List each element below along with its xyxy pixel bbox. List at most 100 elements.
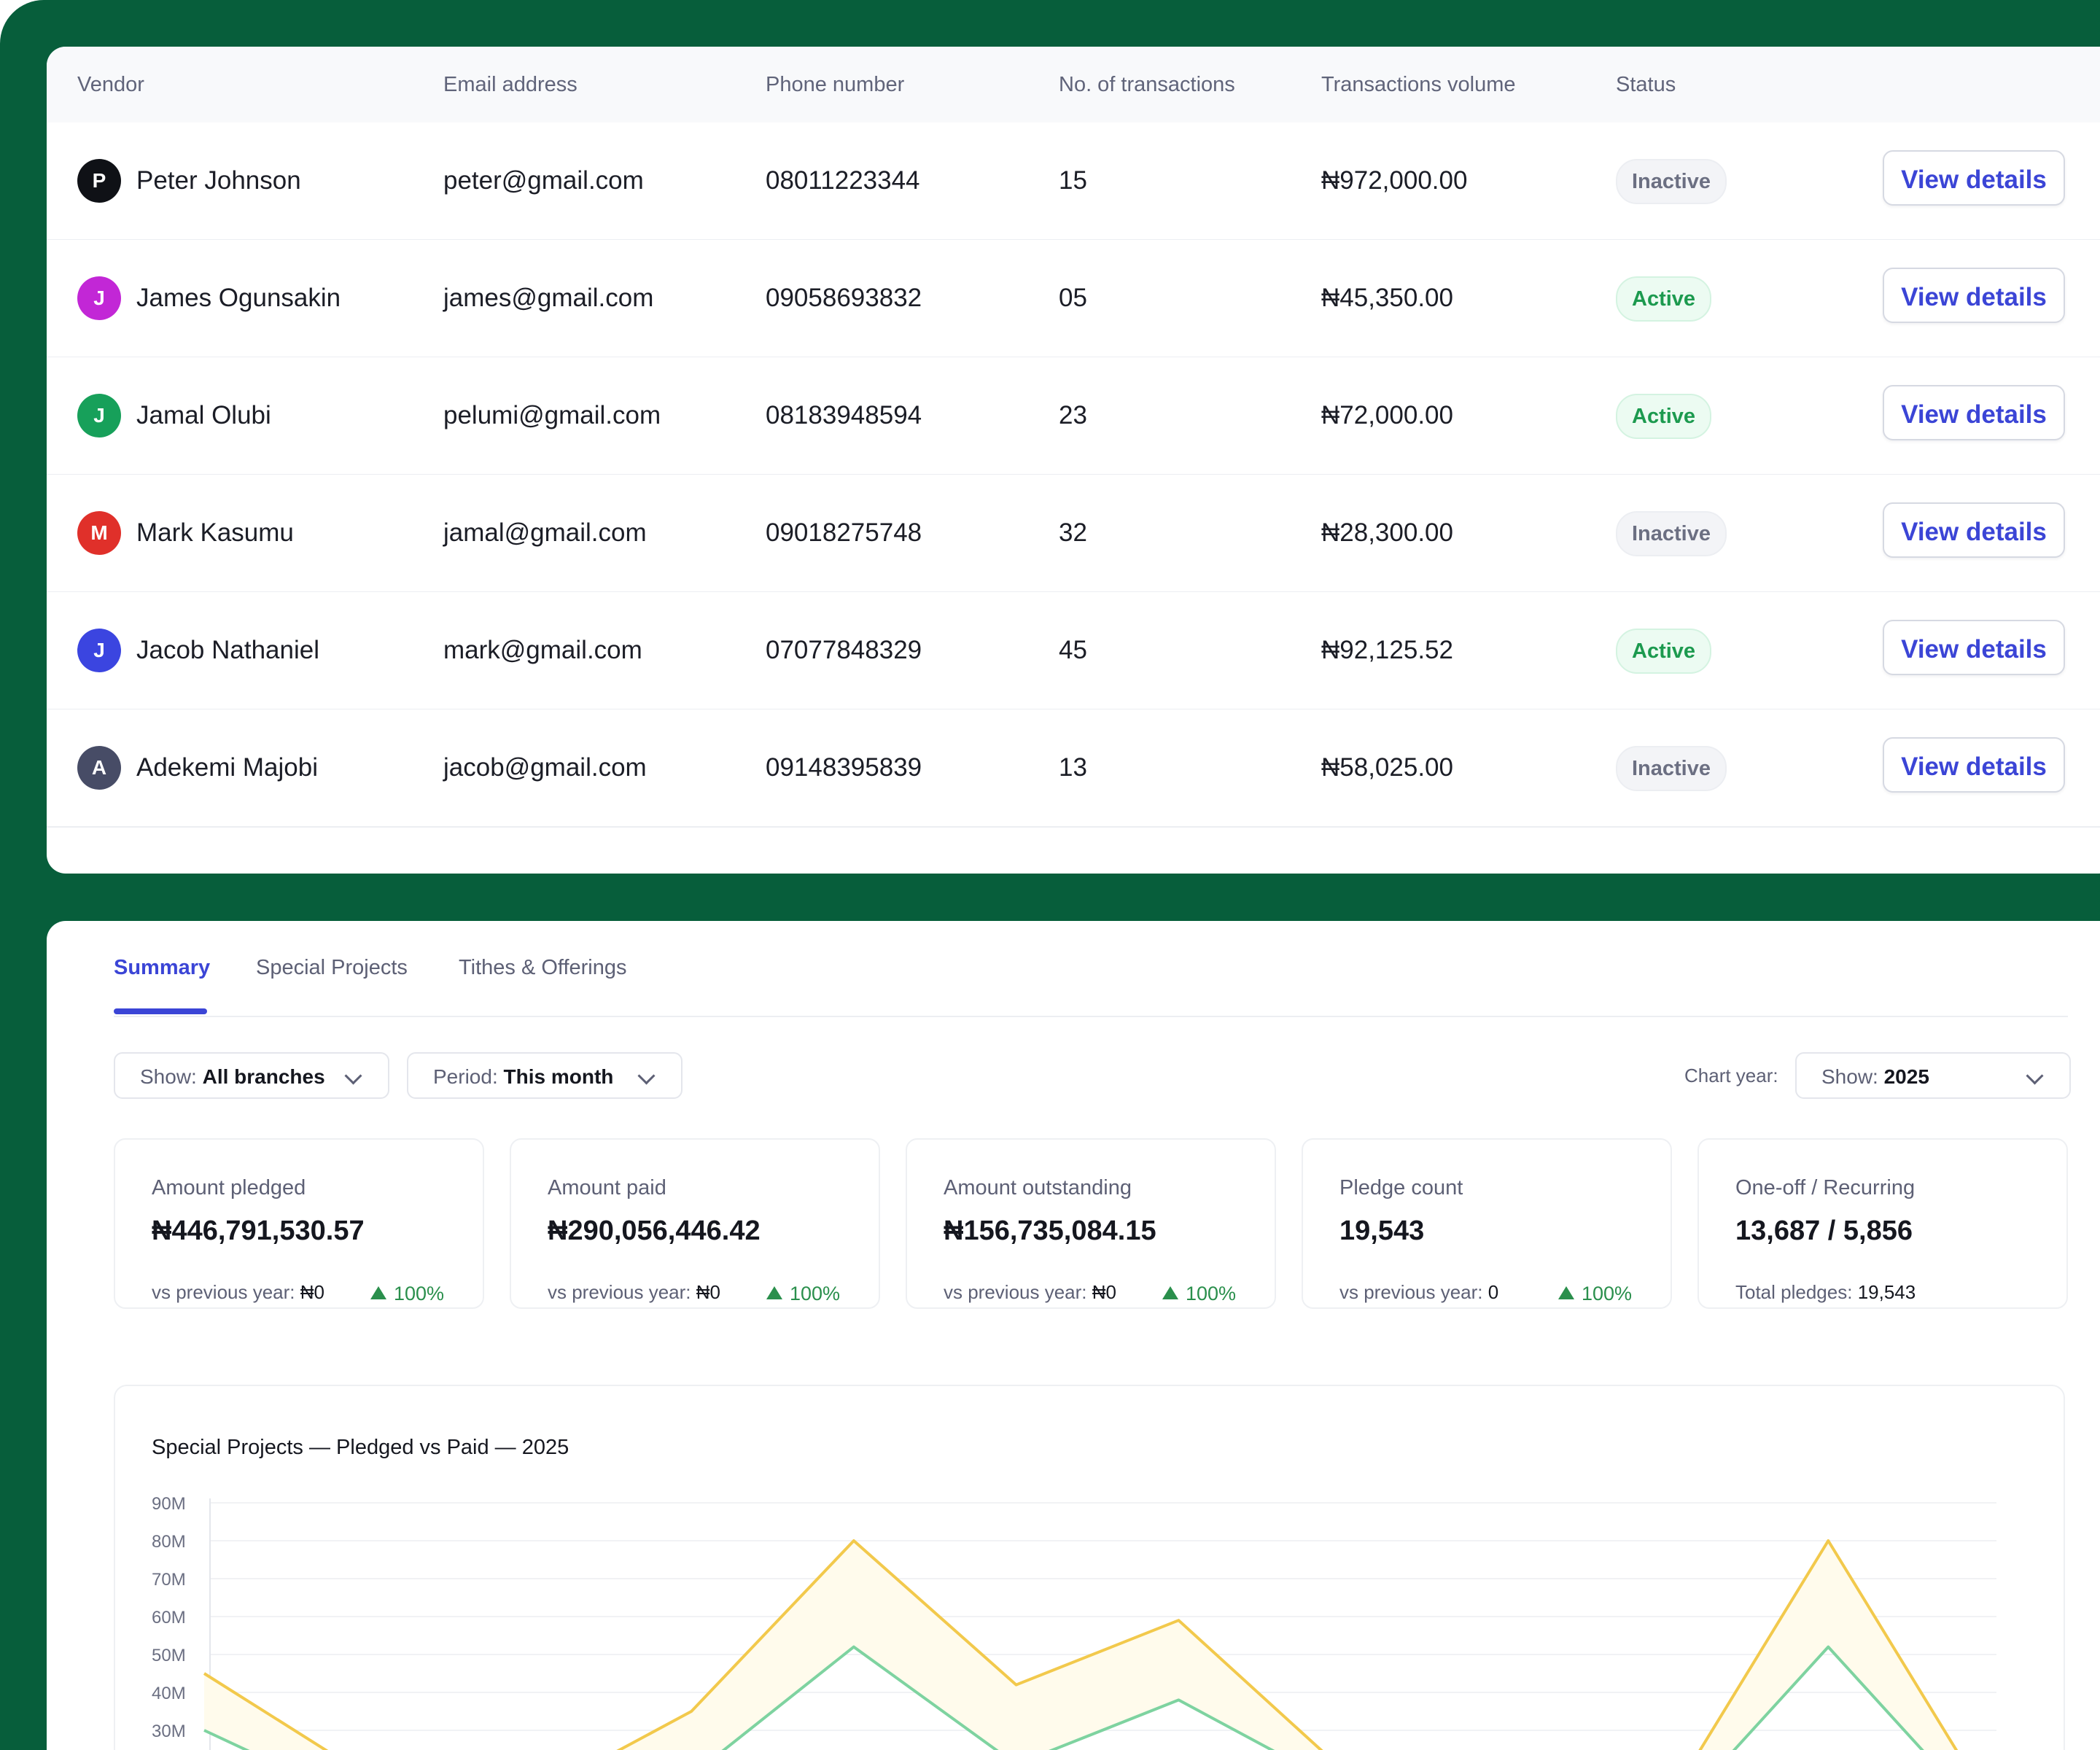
y-tick-label: 40M [152,1684,186,1703]
header-transactions-count: No. of transactions [1059,73,1235,96]
stat-change: 100% [1558,1283,1632,1305]
stat-label: Amount outstanding [944,1176,1132,1199]
tab-special-projects[interactable]: Special Projects [256,956,408,979]
chart-year-label: Chart year: [1684,1065,1778,1086]
branch-filter-dropdown[interactable]: Show: All branches [114,1052,389,1099]
change-value: 100% [1582,1283,1633,1304]
comparison-label: vs previous year: [1339,1281,1483,1303]
status-badge: Active [1616,394,1712,439]
transaction-count: 05 [1059,284,1087,312]
chevron-down-icon [344,1067,362,1085]
transaction-count: 45 [1059,636,1087,664]
trend-up-icon [370,1286,386,1299]
active-tab-indicator [114,1008,207,1014]
stat-change: 100% [370,1283,444,1305]
vendor-name: Jamal Olubi [136,401,271,429]
comparison-label: Total pledges: [1735,1281,1853,1303]
period-filter-prefix: Period: [433,1065,498,1088]
chart-year-dropdown[interactable]: Show: 2025 [1795,1052,2071,1099]
trend-up-icon [1558,1286,1574,1299]
transaction-volume: ₦92,125.52 [1321,636,1453,664]
vendor-email: pelumi@gmail.com [443,401,661,429]
transaction-volume: ₦45,350.00 [1321,284,1453,312]
status-badge: Inactive [1616,511,1727,556]
stat-comparison: Total pledges: 19,543 [1735,1281,1916,1304]
table-row: J Jamal Olubi pelumi@gmail.com 08183948594 2… [47,357,2100,475]
change-value: 100% [1186,1283,1237,1304]
header-email: Email address [443,73,578,96]
year-filter-value: 2025 [1883,1065,1929,1088]
vendor-name: Peter Johnson [136,166,301,195]
y-tick-label: 70M [152,1570,186,1590]
y-tick-label: 30M [152,1722,186,1741]
vendor-name: Mark Kasumu [136,518,294,547]
view-details-button[interactable]: View details [1883,385,2065,440]
status-badge: Active [1616,276,1712,322]
status-badge: Inactive [1616,746,1727,791]
table-row: A Adekemi Majobi jacob@gmail.com 0914839583… [47,709,2100,828]
vendor-table-card: Vendor Email address Phone number No. of… [47,47,2100,874]
tab-tithes-offerings[interactable]: Tithes & Offerings [459,956,627,979]
vendor-email: jacob@gmail.com [443,753,647,782]
table-header: Vendor Email address Phone number No. of… [47,47,2100,124]
transaction-volume: ₦58,025.00 [1321,753,1453,782]
vendor-phone: 09018275748 [766,518,922,547]
comparison-value: 0 [1488,1281,1499,1303]
header-vendor: Vendor [77,73,144,96]
comparison-value: ₦0 [696,1281,721,1303]
year-filter-prefix: Show: [1821,1065,1878,1088]
vendor-phone: 09148395839 [766,753,922,782]
chevron-down-icon [637,1067,656,1085]
comparison-value: ₦0 [300,1281,325,1303]
stat-card: Amount pledged ₦446,791,530.57 vs previous… [114,1138,484,1309]
transaction-count: 13 [1059,753,1087,782]
stat-change: 100% [766,1283,840,1305]
pledged-series-line [203,1539,1959,1750]
tab-summary[interactable]: Summary [114,956,211,979]
chart-card: Special Projects — Pledged vs Paid — 202… [114,1385,2065,1750]
comparison-label: vs previous year: [548,1281,691,1303]
view-details-button[interactable]: View details [1883,502,2065,558]
y-tick-label: 90M [152,1494,186,1514]
vendor-phone: 07077848329 [766,636,922,664]
avatar: J [77,394,121,438]
header-phone: Phone number [766,73,905,96]
transaction-volume: ₦28,300.00 [1321,518,1453,547]
period-filter-dropdown[interactable]: Period: This month [407,1052,682,1099]
vendor-email: mark@gmail.com [443,636,642,664]
vendor-phone: 08183948594 [766,401,922,429]
stat-value: 19,543 [1339,1216,1425,1246]
stat-value: ₦290,056,446.42 [548,1216,761,1246]
view-details-button[interactable]: View details [1883,268,2065,323]
branch-filter-prefix: Show: [140,1065,197,1088]
view-details-button[interactable]: View details [1883,737,2065,793]
comparison-label: vs previous year: [944,1281,1087,1303]
vendor-name: James Ogunsakin [136,284,341,312]
stat-label: Amount pledged [152,1176,306,1199]
vendor-email: peter@gmail.com [443,166,644,195]
comparison-value: ₦0 [1092,1281,1117,1303]
avatar: A [77,746,121,790]
stat-card: Amount outstanding ₦156,735,084.15 vs prev… [906,1138,1276,1309]
vendor-email: jamal@gmail.com [443,518,647,547]
vendor-name: Adekemi Majobi [136,753,318,782]
view-details-button[interactable]: View details [1883,150,2065,206]
trend-up-icon [1162,1286,1178,1299]
transaction-volume: ₦72,000.00 [1321,401,1453,429]
header-status: Status [1616,73,1676,96]
stat-label: Amount paid [548,1176,666,1199]
stat-card: Pledge count 19,543 vs previous year: 0 100… [1302,1138,1672,1309]
transaction-count: 15 [1059,166,1087,195]
stat-value: ₦446,791,530.57 [152,1216,365,1246]
comparison-value: 19,543 [1857,1281,1916,1303]
vendor-phone: 08011223344 [766,166,920,195]
avatar: M [77,511,121,555]
paid-series-line [203,1645,1924,1750]
trend-up-icon [766,1286,782,1299]
avatar: P [77,159,121,203]
vendor-phone: 09058693832 [766,284,922,312]
stat-value: 13,687 / 5,856 [1735,1216,1913,1246]
view-details-button[interactable]: View details [1883,620,2065,675]
transaction-count: 23 [1059,401,1087,429]
